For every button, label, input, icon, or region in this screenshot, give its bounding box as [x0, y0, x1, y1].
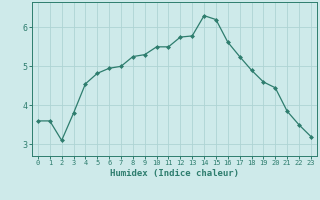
X-axis label: Humidex (Indice chaleur): Humidex (Indice chaleur) [110, 169, 239, 178]
